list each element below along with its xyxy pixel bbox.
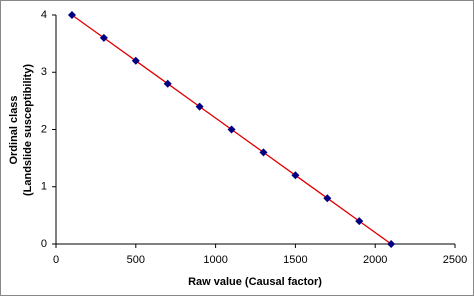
x-axis-label: Raw value (Causal factor): [188, 276, 322, 288]
x-tick-label: 2000: [363, 254, 387, 266]
marker: [259, 148, 268, 157]
y-axis-label: Ordinal class: [8, 95, 20, 164]
marker: [99, 33, 108, 42]
marker: [355, 217, 364, 226]
marker: [323, 194, 332, 203]
marker: [387, 240, 396, 248]
marker: [227, 125, 236, 134]
x-tick-label: 2500: [443, 254, 467, 266]
marker: [195, 102, 204, 111]
marker: [163, 79, 172, 88]
marker: [131, 56, 140, 65]
marker: [291, 171, 300, 180]
marker: [67, 11, 76, 19]
x-tick-label: 500: [127, 254, 145, 266]
x-tick-label: 1000: [203, 254, 227, 266]
x-tick-label: 1500: [283, 254, 307, 266]
x-tick-label: 0: [53, 254, 59, 266]
y-tick-label: 2: [41, 123, 47, 135]
y-tick-label: 1: [41, 181, 47, 193]
y-tick-label: 4: [41, 9, 47, 21]
y-tick-label: 3: [41, 66, 47, 78]
y-tick-label: 0: [41, 238, 47, 250]
y-axis-label: (Landslide susceptibility): [22, 64, 34, 196]
